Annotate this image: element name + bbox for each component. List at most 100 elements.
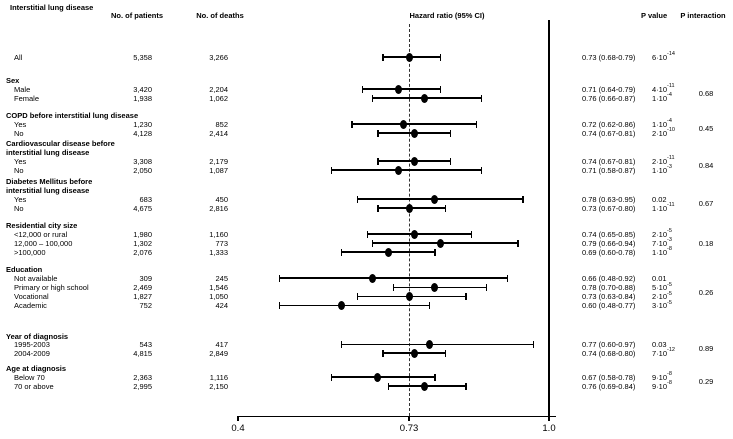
ci-cap-low [392, 284, 395, 291]
hr-marker [405, 203, 413, 213]
p-interaction-value: 0.84 [698, 161, 714, 170]
ci-line [367, 233, 472, 235]
p-value-exponent: -14 [667, 51, 675, 57]
hr-ci-text: 0.66 (0.48-0.92) [582, 273, 636, 283]
ci-cap-high [465, 293, 467, 300]
deaths-value: 245 [215, 273, 228, 283]
hr-ci-text: 0.67 (0.58-0.78) [582, 372, 636, 382]
p-value: 1·10-4 [652, 118, 672, 129]
deaths-value: 1,116 [209, 372, 228, 382]
patients-value: 2,076 [133, 247, 152, 257]
p-value: 7·10-12 [652, 347, 675, 358]
hr-marker [395, 165, 403, 175]
ci-cap-low [278, 302, 281, 309]
ci-cap-low [351, 120, 353, 128]
p-value: 2·10-5 [652, 228, 672, 239]
p-value: 0.02 [652, 194, 667, 204]
p-value: 5·10-5 [652, 281, 672, 292]
p-value-exponent: -5 [667, 281, 672, 288]
p-value-exponent: -11 [667, 83, 675, 89]
patients-value: 3,420 [133, 84, 152, 94]
ci-cap-low [377, 129, 379, 137]
ci-cap-high [439, 85, 441, 93]
col-header-p-interaction: P interaction [680, 11, 726, 20]
patients-value: 752 [139, 301, 152, 310]
patients-value: 3,308 [133, 156, 152, 166]
p-value-exponent: -3 [667, 237, 672, 243]
row-label: Male [14, 84, 31, 94]
hr-ci-text: 0.74 (0.67-0.81) [582, 128, 636, 138]
ci-cap-high [444, 204, 446, 212]
hr-ci-text: 0.60 (0.48-0.77) [582, 301, 636, 310]
deaths-value: 2,150 [209, 381, 228, 391]
deaths-value: 417 [215, 340, 228, 349]
ci-cap-high [486, 284, 488, 291]
row-label: Yes [14, 156, 27, 166]
figure-title: Interstitial lung disease [10, 3, 94, 12]
hr-ci-text: 0.71 (0.64-0.79) [582, 84, 636, 94]
p-interaction-value: 0.26 [698, 287, 714, 297]
ci-cap-low [330, 373, 332, 381]
p-value: 2·10-11 [652, 155, 675, 166]
hr-marker [338, 301, 346, 310]
row-label: No [14, 165, 24, 175]
p-value: 2·10-10 [652, 127, 675, 138]
p-value: 6·10-14 [652, 51, 675, 62]
ci-cap-low [382, 53, 384, 61]
deaths-value: 1,050 [209, 292, 228, 301]
p-value-exponent: -3 [667, 164, 672, 170]
group-header: Diabetes Mellitus before [6, 176, 93, 186]
ci-line [352, 123, 477, 125]
group-header: Age at diagnosis [6, 363, 67, 373]
ci-line [331, 376, 435, 378]
deaths-value: 852 [215, 119, 228, 129]
patients-value: 2,363 [133, 372, 152, 382]
group-header: Residential city size [6, 220, 78, 230]
hr-marker [421, 93, 429, 103]
patients-value: 1,980 [133, 229, 152, 239]
deaths-value: 2,816 [209, 203, 228, 213]
ci-cap-low [356, 293, 358, 300]
axis-tick-label: 0.4 [231, 423, 245, 434]
patients-value: 2,050 [133, 165, 152, 175]
ci-line [357, 198, 524, 200]
deaths-value: 2,179 [209, 156, 228, 166]
ci-cap-low [382, 349, 384, 357]
row-label: <12,000 or rural [14, 229, 68, 239]
p-value-exponent: -8 [667, 246, 672, 252]
deaths-value: 2,204 [209, 84, 228, 94]
axis-tick [237, 416, 239, 421]
row-label: 2004-2009 [14, 348, 50, 358]
p-value-exponent: -4 [667, 92, 672, 98]
p-value: 1·10-4 [652, 92, 672, 103]
hr-ci-text: 0.74 (0.67-0.81) [582, 156, 636, 166]
ci-cap-high [434, 248, 436, 256]
patients-value: 4,815 [133, 348, 152, 358]
ci-cap-high [517, 239, 519, 247]
unity-line [548, 20, 550, 416]
group-header: interstitial lung disease [6, 185, 90, 195]
p-value: 1·10-3 [652, 164, 672, 175]
ci-cap-high [439, 53, 441, 61]
hr-marker [369, 273, 377, 283]
row-label: Below 70 [14, 372, 45, 382]
ci-cap-high [434, 373, 436, 381]
row-label: Vocational [14, 292, 49, 301]
p-value-exponent: -5 [667, 290, 672, 297]
p-value-exponent: -5 [667, 228, 672, 234]
hr-marker [421, 381, 429, 391]
patients-value: 1,827 [133, 292, 152, 301]
col-header-deaths: No. of deaths [196, 11, 244, 20]
p-value-exponent: -10 [667, 127, 675, 133]
group-header: COPD before interstitial lung disease [6, 110, 139, 120]
ci-cap-low [377, 157, 379, 165]
p-value: 2·10-5 [652, 290, 672, 301]
ci-cap-low [372, 94, 374, 102]
hr-marker [405, 52, 413, 62]
row-label: Primary or high school [14, 283, 89, 292]
p-interaction-value: 0.67 [698, 199, 714, 208]
patients-value: 309 [139, 273, 152, 283]
p-value-exponent: -12 [667, 347, 675, 353]
hr-ci-text: 0.78 (0.70-0.88) [582, 283, 636, 292]
ci-cap-high [480, 166, 483, 174]
